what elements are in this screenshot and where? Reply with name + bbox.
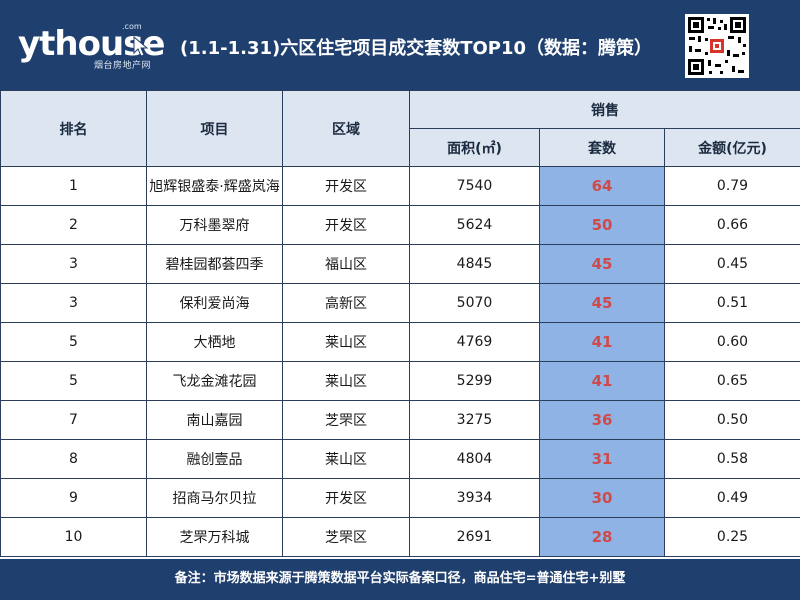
table-row: 3 碧桂园都荟四季 福山区 4845 45 0.45 xyxy=(0,244,800,284)
cell-amount: 0.60 xyxy=(663,322,800,362)
header-rank: 排名 xyxy=(0,90,147,167)
cell-rank: 9 xyxy=(0,478,147,518)
cell-rank: 3 xyxy=(0,283,147,323)
table-row: 2 万科墨翠府 开发区 5624 50 0.66 xyxy=(0,205,800,245)
table-row: 1 旭辉银盛泰·辉盛岚海 开发区 7540 64 0.79 xyxy=(0,166,800,206)
cell-district: 莱山区 xyxy=(282,439,410,479)
cell-rank: 10 xyxy=(0,517,147,557)
cell-area: 4845 xyxy=(409,244,540,284)
cell-district: 芝罘区 xyxy=(282,517,410,557)
table-row: 3 保利爱尚海 高新区 5070 45 0.51 xyxy=(0,283,800,323)
cell-units: 50 xyxy=(539,205,665,245)
cell-area: 7540 xyxy=(409,166,540,206)
cell-amount: 0.79 xyxy=(663,166,800,206)
header-district: 区域 xyxy=(282,90,410,167)
cell-rank: 5 xyxy=(0,322,147,362)
cell-area: 2691 xyxy=(409,517,540,557)
header-area: 面积(㎡) xyxy=(409,128,540,167)
header-sales-group: 销售 xyxy=(408,90,800,129)
logo-domain: .com xyxy=(122,22,142,31)
cell-project: 大栖地 xyxy=(146,322,283,362)
cell-district: 芝罘区 xyxy=(282,400,410,440)
cell-amount: 0.51 xyxy=(663,283,800,323)
cell-district: 开发区 xyxy=(282,478,410,518)
cell-project: 芝罘万科城 xyxy=(146,517,283,557)
cell-project: 融创壹品 xyxy=(146,439,283,479)
cell-project: 南山嘉园 xyxy=(146,400,283,440)
cell-district: 莱山区 xyxy=(282,322,410,362)
cell-project: 保利爱尚海 xyxy=(146,283,283,323)
cell-amount: 0.66 xyxy=(663,205,800,245)
cell-amount: 0.50 xyxy=(663,400,800,440)
cell-units: 41 xyxy=(539,361,665,401)
cell-district: 开发区 xyxy=(282,205,410,245)
cell-area: 5624 xyxy=(409,205,540,245)
footer-note: 备注：市场数据来源于腾策数据平台实际备案口径，商品住宅=普通住宅+别墅 xyxy=(0,559,800,600)
header-units: 套数 xyxy=(539,128,665,167)
table-body: 1 旭辉银盛泰·辉盛岚海 开发区 7540 64 0.79 2 万科墨翠府 开发区 5624 50 0… xyxy=(0,166,800,557)
cell-amount: 0.65 xyxy=(663,361,800,401)
cell-rank: 3 xyxy=(0,244,147,284)
cell-district: 莱山区 xyxy=(282,361,410,401)
header-banner: ythouse .com 烟台房地产网 (1.1-1.31)六区住宅项目成交套数… xyxy=(0,0,800,90)
header-amount: 金额(亿元) xyxy=(663,128,800,167)
cell-units: 36 xyxy=(539,400,665,440)
table-row: 5 大栖地 莱山区 4769 41 0.60 xyxy=(0,322,800,362)
table-row: 5 飞龙金滩花园 莱山区 5299 41 0.65 xyxy=(0,361,800,401)
cell-rank: 5 xyxy=(0,361,147,401)
cell-amount: 0.49 xyxy=(663,478,800,518)
cell-area: 5070 xyxy=(409,283,540,323)
cell-rank: 1 xyxy=(0,166,147,206)
cell-area: 5299 xyxy=(409,361,540,401)
cell-project: 飞龙金滩花园 xyxy=(146,361,283,401)
cursor-icon xyxy=(133,36,149,57)
table-row: 9 招商马尔贝拉 开发区 3934 30 0.49 xyxy=(0,478,800,518)
cell-district: 开发区 xyxy=(282,166,410,206)
cell-area: 3934 xyxy=(409,478,540,518)
cell-area: 3275 xyxy=(409,400,540,440)
table-row: 8 融创壹品 莱山区 4804 31 0.58 xyxy=(0,439,800,479)
cell-project: 招商马尔贝拉 xyxy=(146,478,283,518)
cell-units: 31 xyxy=(539,439,665,479)
cell-units: 41 xyxy=(539,322,665,362)
cell-amount: 0.58 xyxy=(663,439,800,479)
cell-units: 45 xyxy=(539,283,665,323)
cell-units: 64 xyxy=(539,166,665,206)
cell-project: 万科墨翠府 xyxy=(146,205,283,245)
cell-units: 30 xyxy=(539,478,665,518)
cell-area: 4804 xyxy=(409,439,540,479)
top10-table: 排名 项目 区域 销售 面积(㎡) 套数 金额(亿元) 1 旭辉银盛泰·辉盛岚海开… xyxy=(0,90,800,557)
cell-units: 28 xyxy=(539,517,665,557)
cell-rank: 7 xyxy=(0,400,147,440)
cell-project: 旭辉银盛泰·辉盛岚海 xyxy=(146,166,283,206)
cell-units: 45 xyxy=(539,244,665,284)
logo-subtitle: 烟台房地产网 xyxy=(94,61,152,71)
cell-amount: 0.45 xyxy=(663,244,800,284)
cell-project: 碧桂园都荟四季 xyxy=(146,244,283,284)
page-title: (1.1-1.31)六区住宅项目成交套数TOP10（数据：腾策） xyxy=(180,38,653,59)
cell-district: 高新区 xyxy=(282,283,410,323)
cell-rank: 2 xyxy=(0,205,147,245)
cell-amount: 0.25 xyxy=(663,517,800,557)
qr-code[interactable] xyxy=(685,14,749,78)
cell-rank: 8 xyxy=(0,439,147,479)
cell-district: 福山区 xyxy=(282,244,410,284)
table-row: 10 芝罘万科城 芝罘区 2691 28 0.25 xyxy=(0,517,800,557)
header-project: 项目 xyxy=(146,90,283,167)
cell-area: 4769 xyxy=(409,322,540,362)
table-row: 7 南山嘉园 芝罘区 3275 36 0.50 xyxy=(0,400,800,440)
